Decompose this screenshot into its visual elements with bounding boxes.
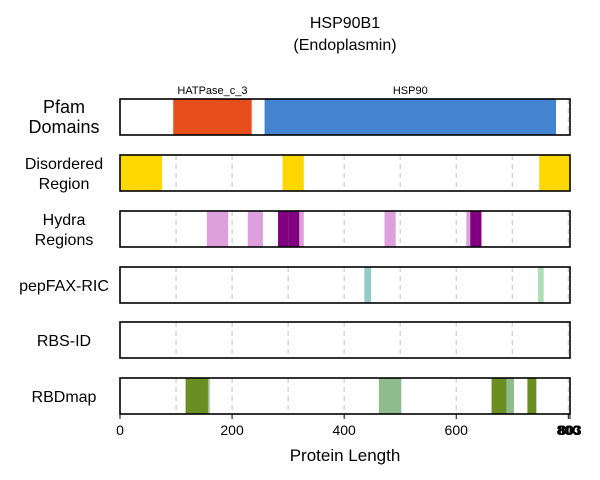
- track-hydra: Hydra Regions: [35, 210, 571, 249]
- chart-title-line2: (Endoplasmin): [293, 37, 396, 54]
- track-background: [120, 155, 570, 191]
- segment-disordered-1: [282, 155, 304, 191]
- track-border: [119, 98, 571, 136]
- tracks-group: HATPase_c_3 HSP90 Pfam Domains Disordered Reg…: [19, 85, 571, 415]
- track-disordered: Disordered Region: [25, 154, 571, 193]
- chart-title-line1: HSP90B1: [310, 15, 380, 32]
- x-tick-label: 400: [332, 422, 356, 438]
- x-tick-label: 200: [220, 422, 244, 438]
- track-background: [120, 211, 570, 247]
- segment-rbdmap-5: [527, 378, 537, 414]
- segment-hydra-4: [299, 211, 304, 247]
- segment-hydra-2: [278, 211, 289, 247]
- domain-label-1: HSP90: [393, 85, 428, 97]
- track-label-rbsid: RBS-ID: [37, 333, 91, 350]
- segment-pepfax-0: [364, 267, 372, 303]
- segment-hydra-7: [470, 211, 482, 247]
- segment-pfam-0: [173, 99, 252, 135]
- track-label-disordered: Disordered Region: [25, 156, 103, 193]
- track-border: [119, 321, 571, 359]
- segment-disordered-2: [539, 155, 570, 191]
- track-label-pepfax: pepFAX-RIC: [19, 278, 109, 295]
- segment-pfam-1: [264, 99, 556, 135]
- segment-rbdmap-2: [378, 378, 402, 414]
- track-pfam: HATPase_c_3 HSP90 Pfam Domains: [28, 85, 571, 137]
- track-label-hydra: Hydra Regions: [35, 212, 94, 249]
- segment-hydra-0: [206, 211, 229, 247]
- segment-hydra-3: [288, 211, 300, 247]
- segment-hydra-6: [466, 211, 471, 247]
- track-label-pfam: Pfam Domains: [28, 97, 99, 137]
- segment-hydra-5: [384, 211, 396, 247]
- x-tick-label: 800: [557, 422, 581, 438]
- domain-label-0: HATPase_c_3: [177, 85, 247, 97]
- segment-rbdmap-3: [491, 378, 507, 414]
- track-background: [120, 322, 570, 358]
- track-rbdmap: RBDmap: [32, 377, 571, 415]
- track-border: [119, 210, 571, 248]
- segment-rbdmap-4: [506, 378, 514, 414]
- segment-disordered-0: [120, 155, 163, 191]
- track-rbsid: RBS-ID: [37, 321, 571, 359]
- track-pepfax: pepFAX-RIC: [19, 266, 571, 304]
- x-axis-label: Protein Length: [290, 446, 401, 465]
- x-tick-label: 803: [558, 422, 582, 438]
- segment-hydra-1: [247, 211, 263, 247]
- x-tick-label: 0: [116, 422, 124, 438]
- track-label-rbdmap: RBDmap: [32, 389, 97, 406]
- track-border: [119, 154, 571, 192]
- segment-pepfax-1: [538, 267, 544, 303]
- track-border: [119, 266, 571, 304]
- x-tick-label: 600: [445, 422, 469, 438]
- track-background: [120, 267, 570, 303]
- track-border: [119, 377, 571, 415]
- segment-rbdmap-1: [207, 378, 210, 414]
- segment-rbdmap-0: [185, 378, 208, 414]
